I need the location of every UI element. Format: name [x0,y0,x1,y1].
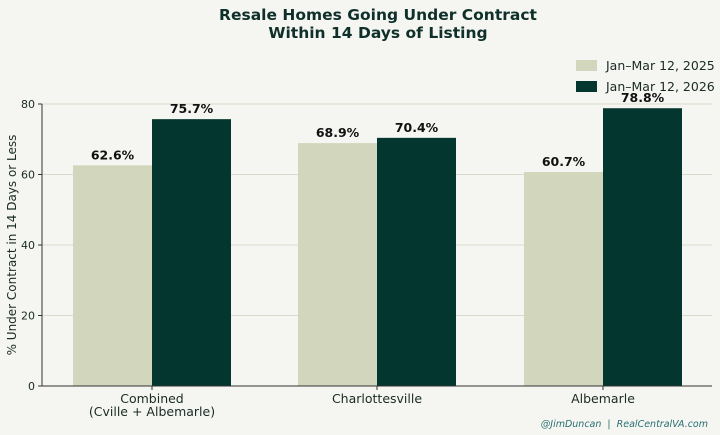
y-tick-label: 20 [21,310,35,323]
x-category-label: Albemarle [571,391,635,406]
x-category-label: Combined [120,391,184,406]
bars [73,108,682,386]
data-label: 75.7% [170,101,214,116]
data-label: 60.7% [542,154,586,169]
data-labels: 62.6% 75.7% 68.9% 70.4% 60.7% 78.8% [91,90,665,169]
bar-2026-0 [152,119,231,386]
bar-2025-1 [298,143,377,386]
y-tick-label: 40 [21,239,35,252]
legend: Jan–Mar 12, 2025 Jan–Mar 12, 2026 [576,58,715,94]
legend-swatch-2026 [576,81,597,92]
data-label: 70.4% [395,120,439,135]
chart-title-line-2: Within 14 Days of Listing [268,24,487,42]
credit-text: @JimDuncan | RealCentralVA.com [541,419,708,430]
bar-2026-2 [603,108,682,386]
y-tick-label: 60 [21,169,35,182]
y-axis-label: % Under Contract in 14 Days or Less [5,135,19,356]
x-category-label: (Cville + Albemarle) [89,404,215,419]
y-axis-ticks: 0 20 40 60 80 [21,98,43,393]
data-label: 62.6% [91,147,135,162]
y-tick-label: 0 [28,380,35,393]
bar-2025-0 [73,165,152,386]
x-category-label: Charlottesville [332,391,422,406]
x-axis-categories: Combined(Cville + Albemarle) Charlottesvi… [89,386,635,419]
chart-title-line-1: Resale Homes Going Under Contract [219,6,537,24]
legend-label-2025: Jan–Mar 12, 2025 [605,58,715,73]
legend-label-2026: Jan–Mar 12, 2026 [605,79,715,94]
bar-2026-1 [377,137,456,386]
data-label: 78.8% [621,90,665,105]
bar-2025-2 [524,172,603,386]
y-tick-label: 80 [21,98,35,111]
legend-swatch-2025 [576,60,597,71]
chart-title: Resale Homes Going Under ContractWithin … [219,6,537,42]
data-label: 68.9% [316,125,360,140]
